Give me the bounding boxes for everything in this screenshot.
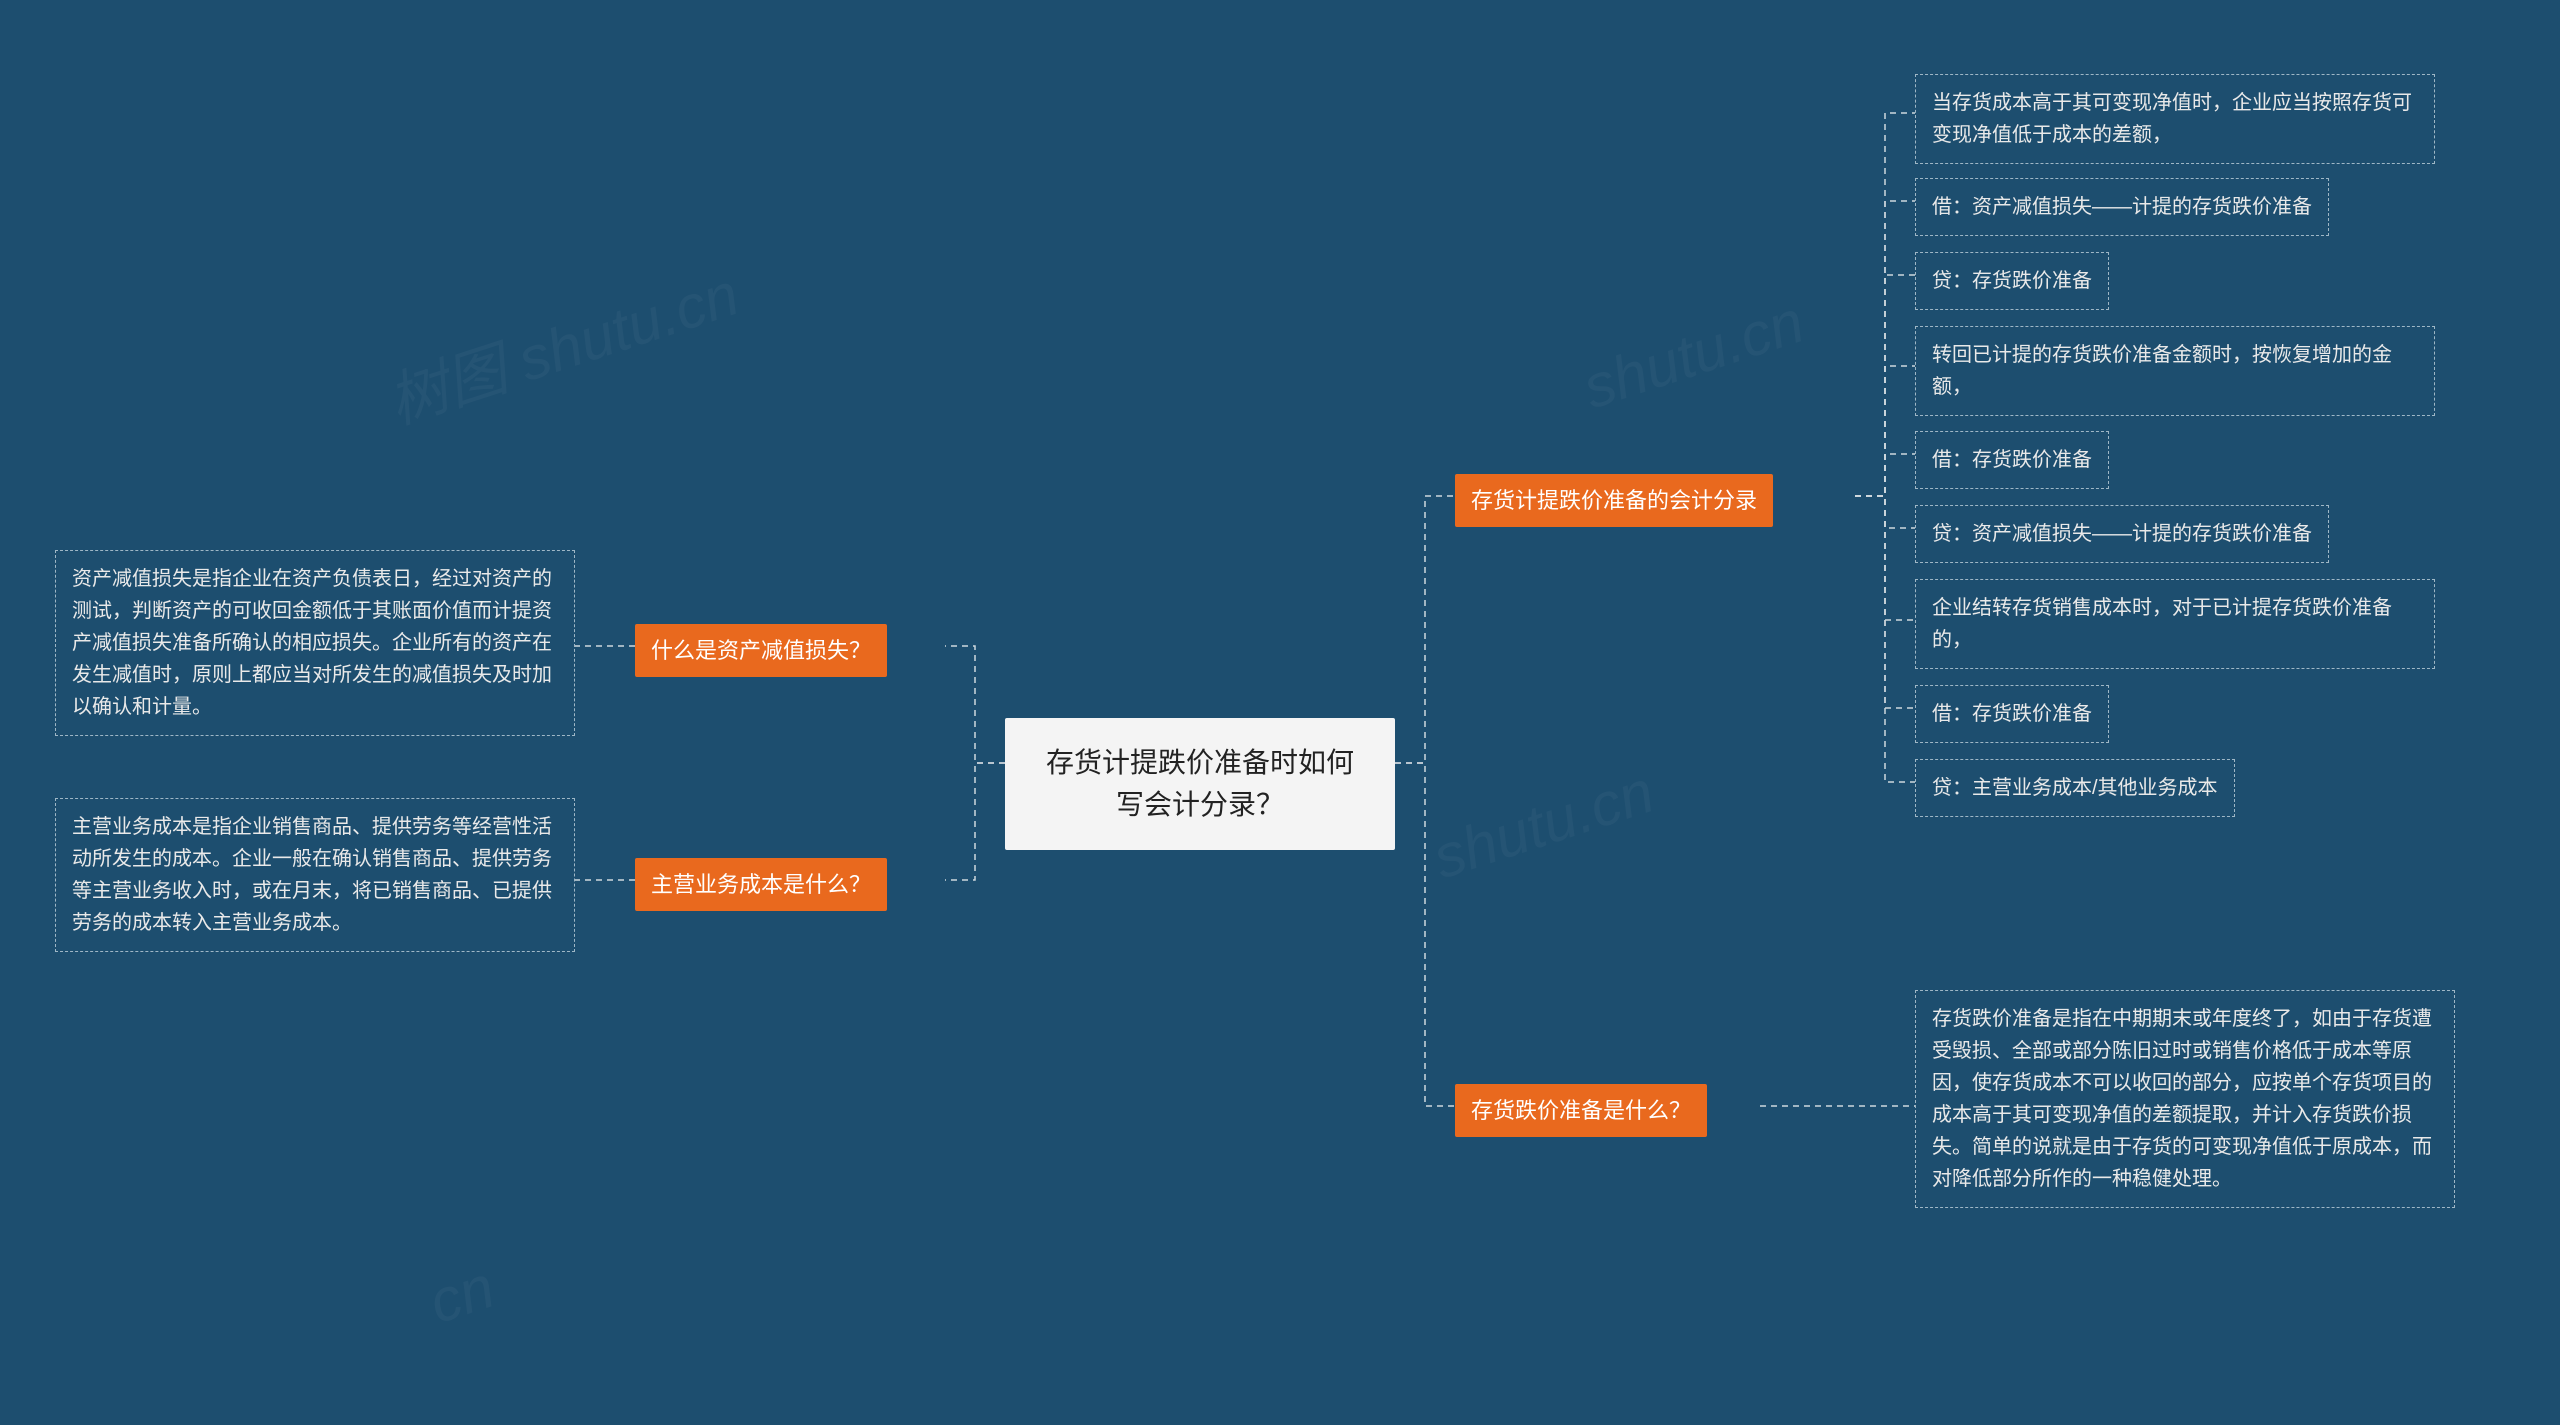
watermark: shutu.cn — [1425, 757, 1662, 893]
branch-entries: 存货计提跌价准备的会计分录 — [1455, 474, 1773, 527]
watermark: 树图 shutu.cn — [375, 246, 748, 441]
branch-label: 什么是资产减值损失？ — [651, 638, 871, 663]
leaf-text: 企业结转存货销售成本时，对于已计提存货跌价准备的， — [1932, 597, 2392, 651]
branch-reserve-def: 存货跌价准备是什么？ — [1455, 1084, 1707, 1137]
leaf-text: 资产减值损失是指企业在资产负债表日，经过对资产的测试，判断资产的可收回金额低于其… — [72, 568, 552, 718]
leaf-text: 借：资产减值损失——计提的存货跌价准备 — [1932, 196, 2312, 218]
branch-label: 主营业务成本是什么？ — [651, 872, 871, 897]
leaf-text: 当存货成本高于其可变现净值时，企业应当按照存货可变现净值低于成本的差额， — [1932, 92, 2412, 146]
leaf-entry-2: 贷：存货跌价准备 — [1915, 252, 2109, 310]
center-node-text: 存货计提跌价准备时如何写会计分录？ — [1046, 747, 1354, 820]
leaf-entry-6: 企业结转存货销售成本时，对于已计提存货跌价准备的， — [1915, 579, 2435, 669]
leaf-entry-4: 借：存货跌价准备 — [1915, 431, 2109, 489]
center-node: 存货计提跌价准备时如何写会计分录？ — [1005, 718, 1395, 850]
branch-label: 存货计提跌价准备的会计分录 — [1471, 488, 1757, 513]
leaf-reserve-def: 存货跌价准备是指在中期期末或年度终了，如由于存货遭受毁损、全部或部分陈旧过时或销… — [1915, 990, 2455, 1208]
leaf-text: 贷：主营业务成本/其他业务成本 — [1932, 777, 2218, 799]
leaf-text: 存货跌价准备是指在中期期末或年度终了，如由于存货遭受毁损、全部或部分陈旧过时或销… — [1932, 1008, 2432, 1190]
leaf-entry-7: 借：存货跌价准备 — [1915, 685, 2109, 743]
leaf-text: 主营业务成本是指企业销售商品、提供劳务等经营性活动所发生的成本。企业一般在确认销… — [72, 816, 552, 934]
leaf-asset-impairment-def: 资产减值损失是指企业在资产负债表日，经过对资产的测试，判断资产的可收回金额低于其… — [55, 550, 575, 736]
leaf-text: 借：存货跌价准备 — [1932, 449, 2092, 471]
leaf-text: 贷：存货跌价准备 — [1932, 270, 2092, 292]
leaf-entry-8: 贷：主营业务成本/其他业务成本 — [1915, 759, 2235, 817]
leaf-entry-5: 贷：资产减值损失——计提的存货跌价准备 — [1915, 505, 2329, 563]
leaf-text: 贷：资产减值损失——计提的存货跌价准备 — [1932, 523, 2312, 545]
leaf-text: 借：存货跌价准备 — [1932, 703, 2092, 725]
branch-label: 存货跌价准备是什么？ — [1471, 1098, 1691, 1123]
leaf-entry-0: 当存货成本高于其可变现净值时，企业应当按照存货可变现净值低于成本的差额， — [1915, 74, 2435, 164]
watermark: shutu.cn — [1575, 287, 1812, 423]
watermark: cn — [421, 1252, 503, 1337]
branch-asset-impairment: 什么是资产减值损失？ — [635, 624, 887, 677]
leaf-text: 转回已计提的存货跌价准备金额时，按恢复增加的金额， — [1932, 344, 2392, 398]
branch-main-cost: 主营业务成本是什么？ — [635, 858, 887, 911]
leaf-entry-3: 转回已计提的存货跌价准备金额时，按恢复增加的金额， — [1915, 326, 2435, 416]
leaf-entry-1: 借：资产减值损失——计提的存货跌价准备 — [1915, 178, 2329, 236]
leaf-main-cost-def: 主营业务成本是指企业销售商品、提供劳务等经营性活动所发生的成本。企业一般在确认销… — [55, 798, 575, 952]
